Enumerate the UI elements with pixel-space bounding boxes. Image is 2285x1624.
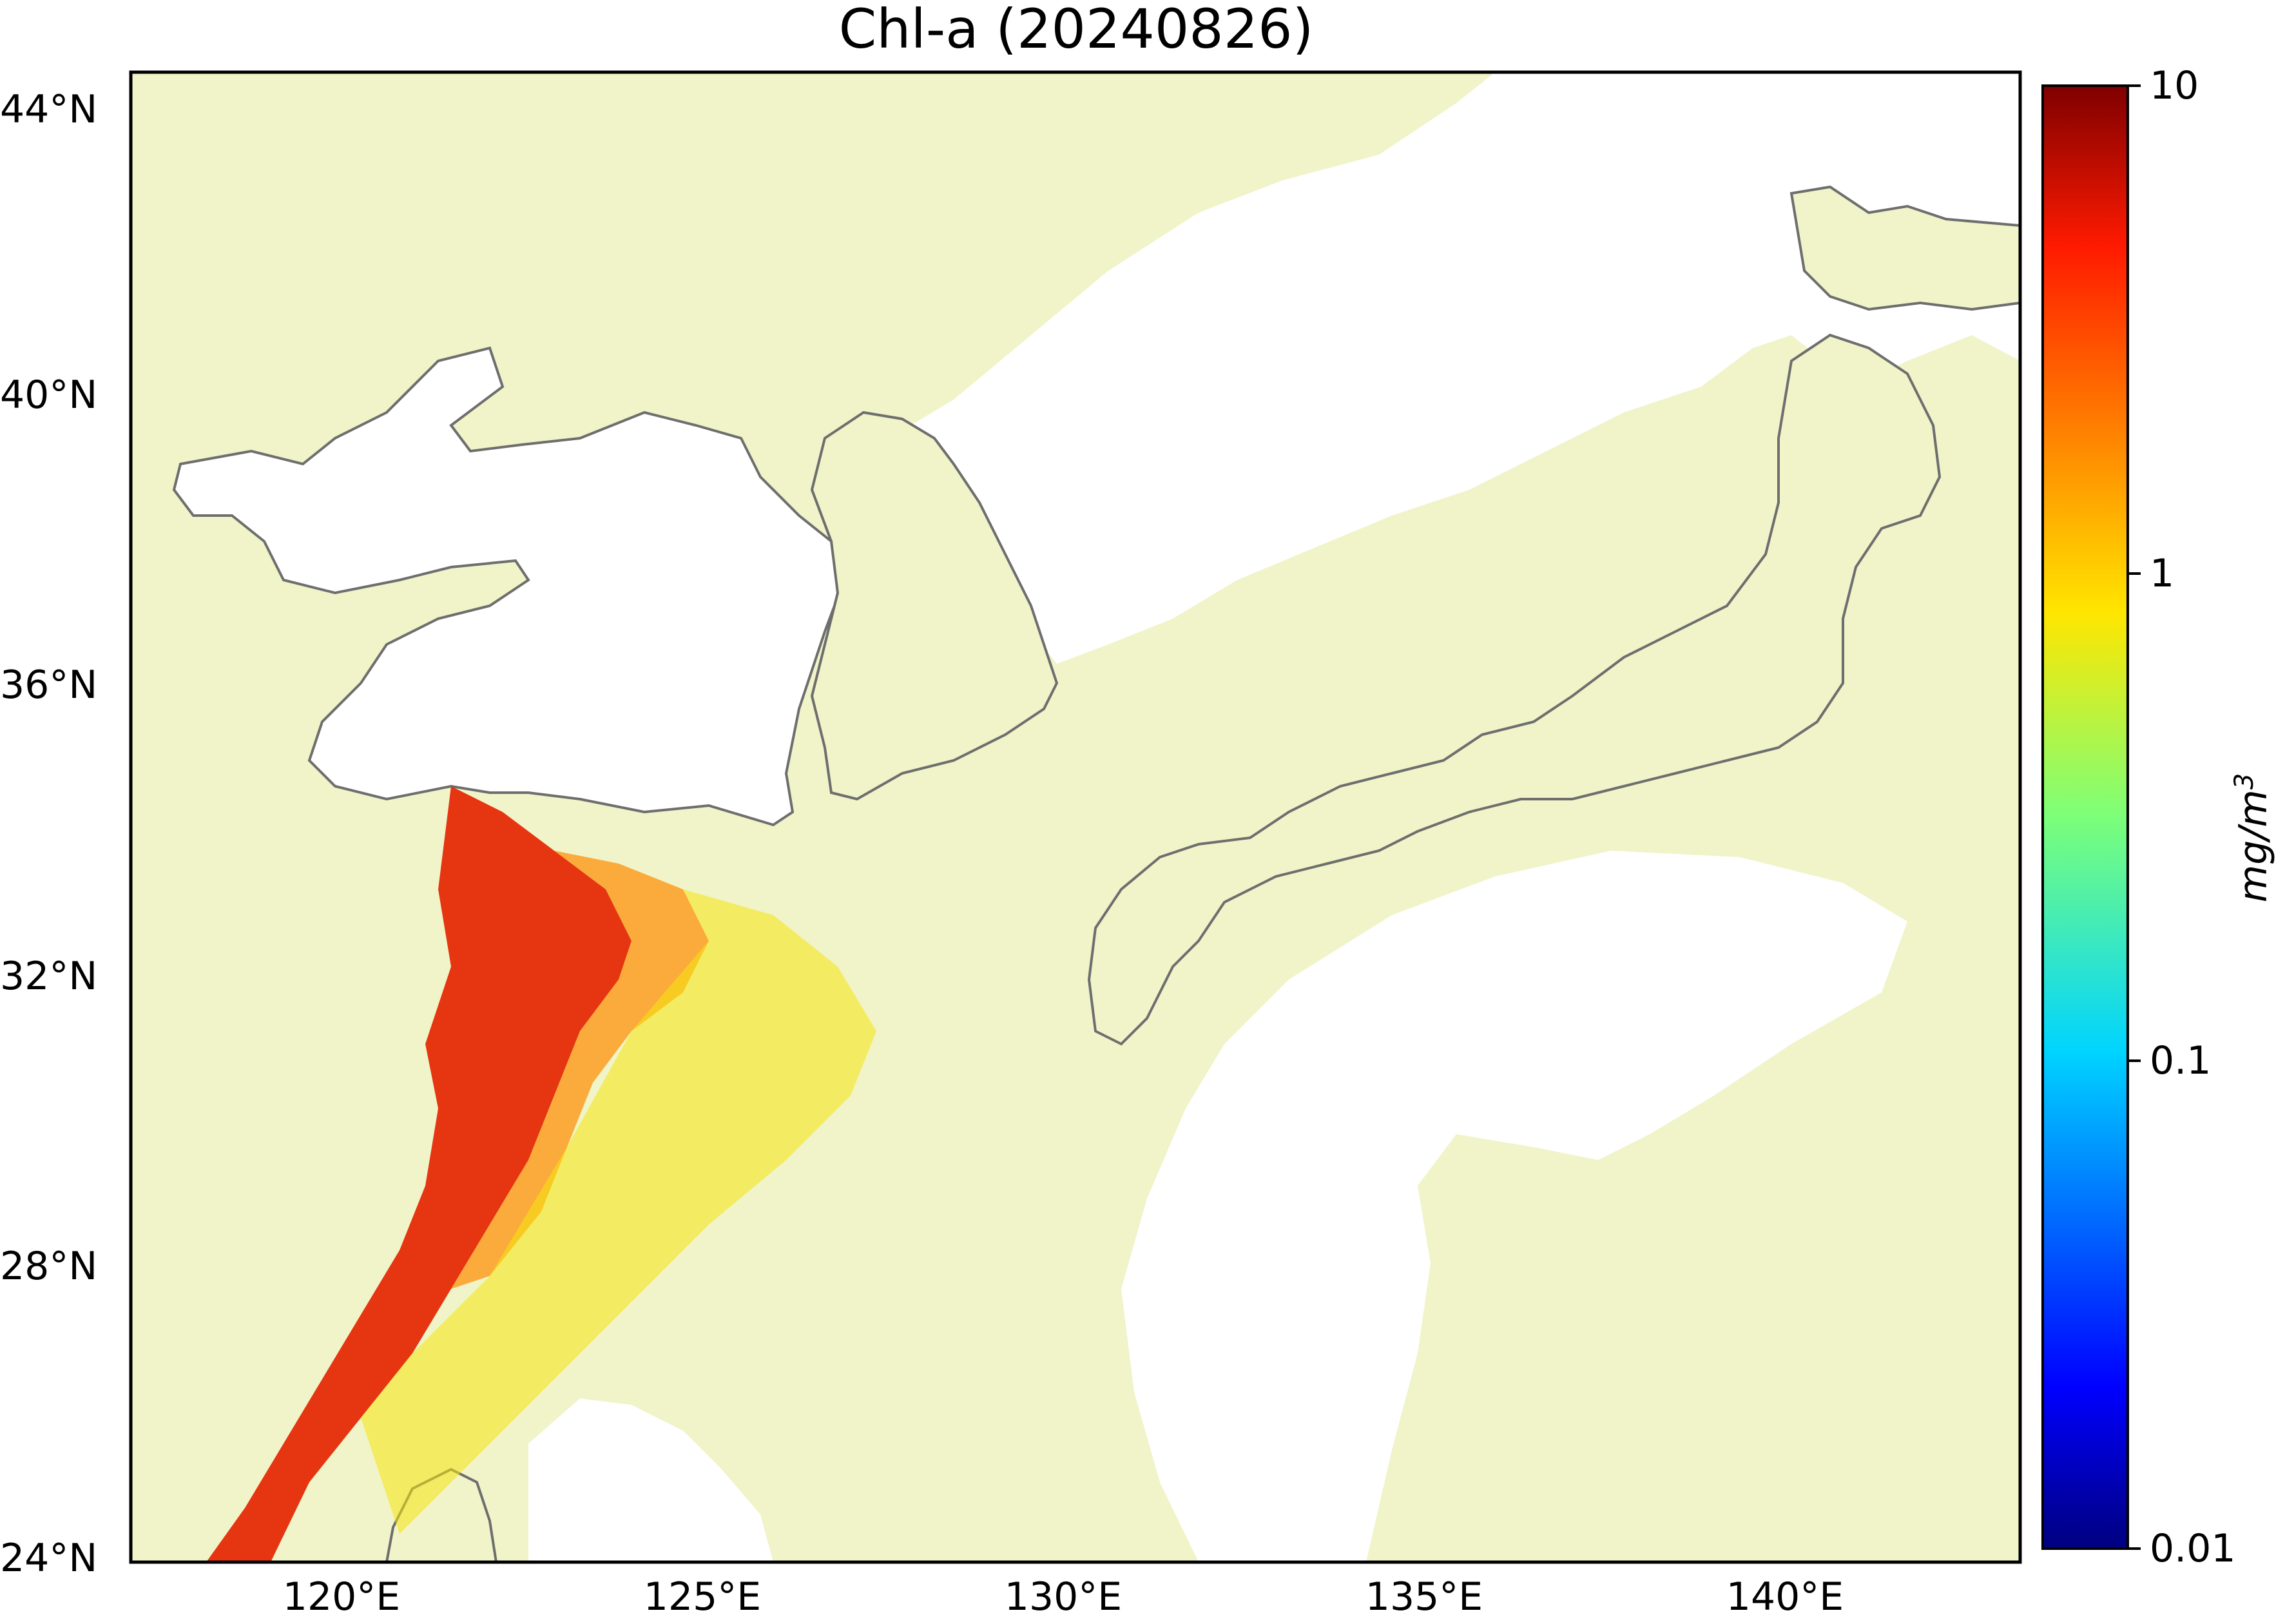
colorbar-tick-0-1: 0.1 xyxy=(2150,1038,2212,1083)
lat-tick-24: 24°N xyxy=(0,1536,98,1581)
japan-coastline xyxy=(1087,333,1942,1046)
pacific-nodata xyxy=(1121,851,1907,1562)
colorbar-unit-text: mg/m xyxy=(2231,789,2276,903)
lat-tick-28: 28°N xyxy=(0,1244,98,1289)
map-frame xyxy=(129,70,2022,1564)
japan-sea-nodata xyxy=(889,72,2020,664)
hokkaido-coastline xyxy=(1789,185,2020,311)
korea-coastline xyxy=(810,411,1059,801)
colorbar-unit-exponent: 3 xyxy=(2230,773,2259,790)
lon-tick-130: 130°E xyxy=(1004,1574,1123,1619)
colorbar-tick-10: 10 xyxy=(2150,63,2199,108)
lon-tick-135: 135°E xyxy=(1365,1574,1483,1619)
map-title: Chl-a (20240826) xyxy=(838,0,1314,61)
colorbar-tick-1: 1 xyxy=(2150,551,2175,596)
east-china-sea-nodata xyxy=(528,1398,773,1562)
lat-tick-32: 32°N xyxy=(0,954,98,999)
yellow-sea-nodata xyxy=(172,346,846,827)
lon-tick-120: 120°E xyxy=(282,1574,401,1619)
lat-tick-40: 40°N xyxy=(0,372,98,418)
coastal-yellow xyxy=(361,889,876,1534)
lon-tick-140: 140°E xyxy=(1726,1574,1844,1619)
colorbar-tick-0-01: 0.01 xyxy=(2150,1526,2236,1571)
lat-tick-44: 44°N xyxy=(0,87,98,132)
lon-tick-125: 125°E xyxy=(643,1574,762,1619)
colorbar xyxy=(2041,84,2129,1550)
china-coast-bloom xyxy=(206,786,632,1562)
lat-tick-36: 36°N xyxy=(0,662,98,708)
colorbar-unit-label: mg/m3 xyxy=(2230,773,2276,903)
colorbar-ticks xyxy=(2128,84,2141,1550)
yangtze-plume xyxy=(451,851,709,1289)
